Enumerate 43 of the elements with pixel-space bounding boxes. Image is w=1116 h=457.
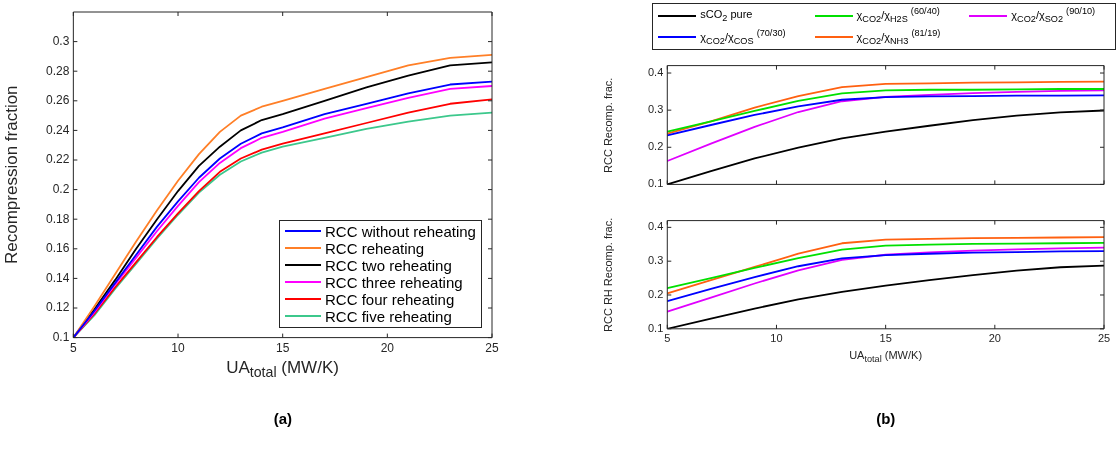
x-tick-label: 15 [879, 332, 892, 345]
y-tick-label: 0.1 [647, 321, 664, 334]
y-tick-label: 0.22 [46, 152, 70, 167]
x-tick-label: 5 [70, 341, 78, 356]
y-tick-label: 0.4 [647, 66, 664, 79]
y-axis-title: RCC Recomp. frac. [602, 77, 614, 173]
x-tick-label: 25 [1097, 332, 1111, 345]
y-tick-label: 0.3 [647, 254, 664, 267]
legend-label: RCC three reheating [325, 273, 463, 291]
y-tick-label: 0.1 [52, 329, 70, 344]
legend-label: sCO$_{2}$ pure [700, 6, 753, 25]
legend-label: RCC without reheating [325, 222, 476, 240]
y-tick-label: 0.4 [647, 220, 664, 233]
y-tick-label: 0.12 [46, 300, 70, 315]
text: (a) [273, 410, 293, 427]
y-tick-label: 0.2 [647, 140, 664, 153]
legend-label: RCC reheating [325, 239, 425, 257]
legend-label: RCC four reheating [325, 290, 455, 308]
y-tick-label: 0.1 [647, 177, 664, 190]
y-tick-label: 0.16 [46, 241, 70, 256]
x-axis-title: UA$_{total}$ (MW/K) [226, 357, 339, 380]
x-tick-label: 25 [485, 341, 499, 356]
y-tick-label: 0.28 [46, 63, 70, 78]
y-tick-label: 0.2 [647, 288, 664, 301]
text: (b) [876, 410, 896, 427]
y-tick-label: 0.26 [46, 93, 70, 108]
y-tick-label: 0.24 [46, 122, 70, 137]
y-tick-label: 0.3 [52, 33, 70, 48]
y-tick-label: 0.18 [46, 211, 70, 226]
x-axis-title: UA$_{total}$ (MW/K) [849, 348, 923, 364]
y-tick-label: 0.2 [52, 181, 70, 196]
x-tick-label: 15 [276, 341, 290, 356]
legend-label: RCC two reheating [325, 256, 452, 274]
x-tick-label: 20 [988, 332, 1001, 345]
y-axis-title: Recompression fraction [2, 85, 22, 265]
y-tick-label: 0.14 [46, 270, 70, 285]
y-tick-label: 0.3 [647, 103, 664, 116]
x-tick-label: 5 [664, 332, 671, 345]
legend-label: RCC five reheating [325, 307, 452, 325]
x-tick-label: 10 [770, 332, 783, 345]
y-axis-title: RCC RH Recomp. frac. [602, 217, 614, 332]
x-tick-label: 10 [171, 341, 186, 356]
x-tick-label: 20 [380, 341, 395, 356]
